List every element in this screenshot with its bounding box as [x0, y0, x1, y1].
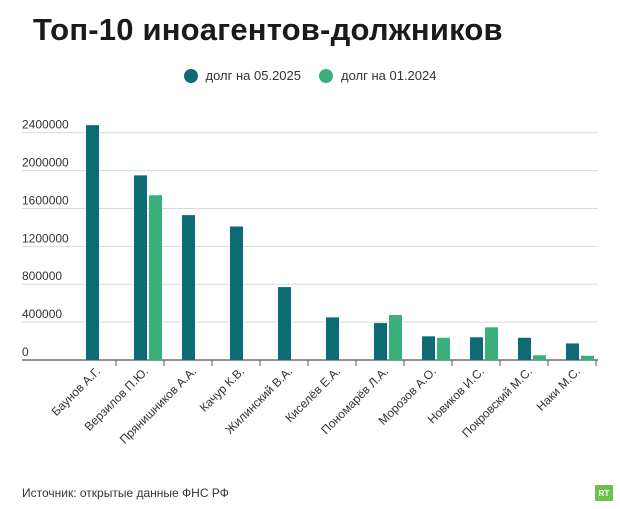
bar-2024	[485, 327, 498, 360]
bar-2025	[278, 287, 291, 360]
bar-2024	[389, 315, 402, 360]
bar-2025	[422, 336, 435, 360]
bar-2025	[566, 343, 579, 360]
legend-swatch-2025	[183, 68, 198, 83]
legend-label-2025: долг на 05.2025	[205, 68, 301, 83]
bar-2025	[182, 215, 195, 360]
bar-2024	[149, 195, 162, 360]
bar-2025	[518, 337, 531, 360]
bar-layer	[86, 125, 594, 361]
bar-2025	[86, 125, 99, 361]
bar-2025	[470, 337, 483, 360]
bar-chart: 0 400000 800000 1200000 1600000 2000000 240000…	[22, 118, 598, 447]
y-tick-label: 1200000	[22, 231, 69, 245]
legend-label-2024: долг на 01.2024	[341, 68, 437, 83]
label-layer: 0 400000 800000 1200000 1600000 2000000 240000…	[22, 118, 583, 447]
legend-item-2024: долг на 01.2024	[319, 68, 436, 83]
chart-title: Топ-10 иноагентов-должников	[33, 12, 503, 47]
bar-2025	[374, 323, 387, 360]
y-tick-label: 1600000	[22, 193, 69, 207]
y-tick-label: 800000	[22, 269, 62, 283]
bar-2025	[230, 226, 243, 360]
y-tick-label: 0	[22, 345, 29, 359]
bar-2024	[437, 337, 450, 360]
bar-2025	[134, 175, 147, 360]
legend-item-2025: долг на 05.2025	[183, 68, 301, 83]
legend: долг на 05.2025 долг на 01.2024	[0, 68, 620, 83]
bar-2025	[326, 317, 339, 360]
bar-2024	[533, 355, 546, 360]
x-tick-label: Качур К.В.	[197, 364, 247, 414]
y-tick-label: 2400000	[22, 118, 69, 132]
y-tick-label: 2000000	[22, 156, 69, 170]
x-tick-label: Наки М.С.	[534, 364, 583, 413]
legend-swatch-2024	[319, 68, 333, 83]
y-tick-label: 400000	[22, 307, 62, 321]
rt-logo: RT	[595, 485, 613, 501]
grid-layer	[22, 132, 598, 366]
bar-2024	[581, 355, 594, 360]
source-note: Источник: открытые данные ФНС РФ	[22, 486, 229, 500]
